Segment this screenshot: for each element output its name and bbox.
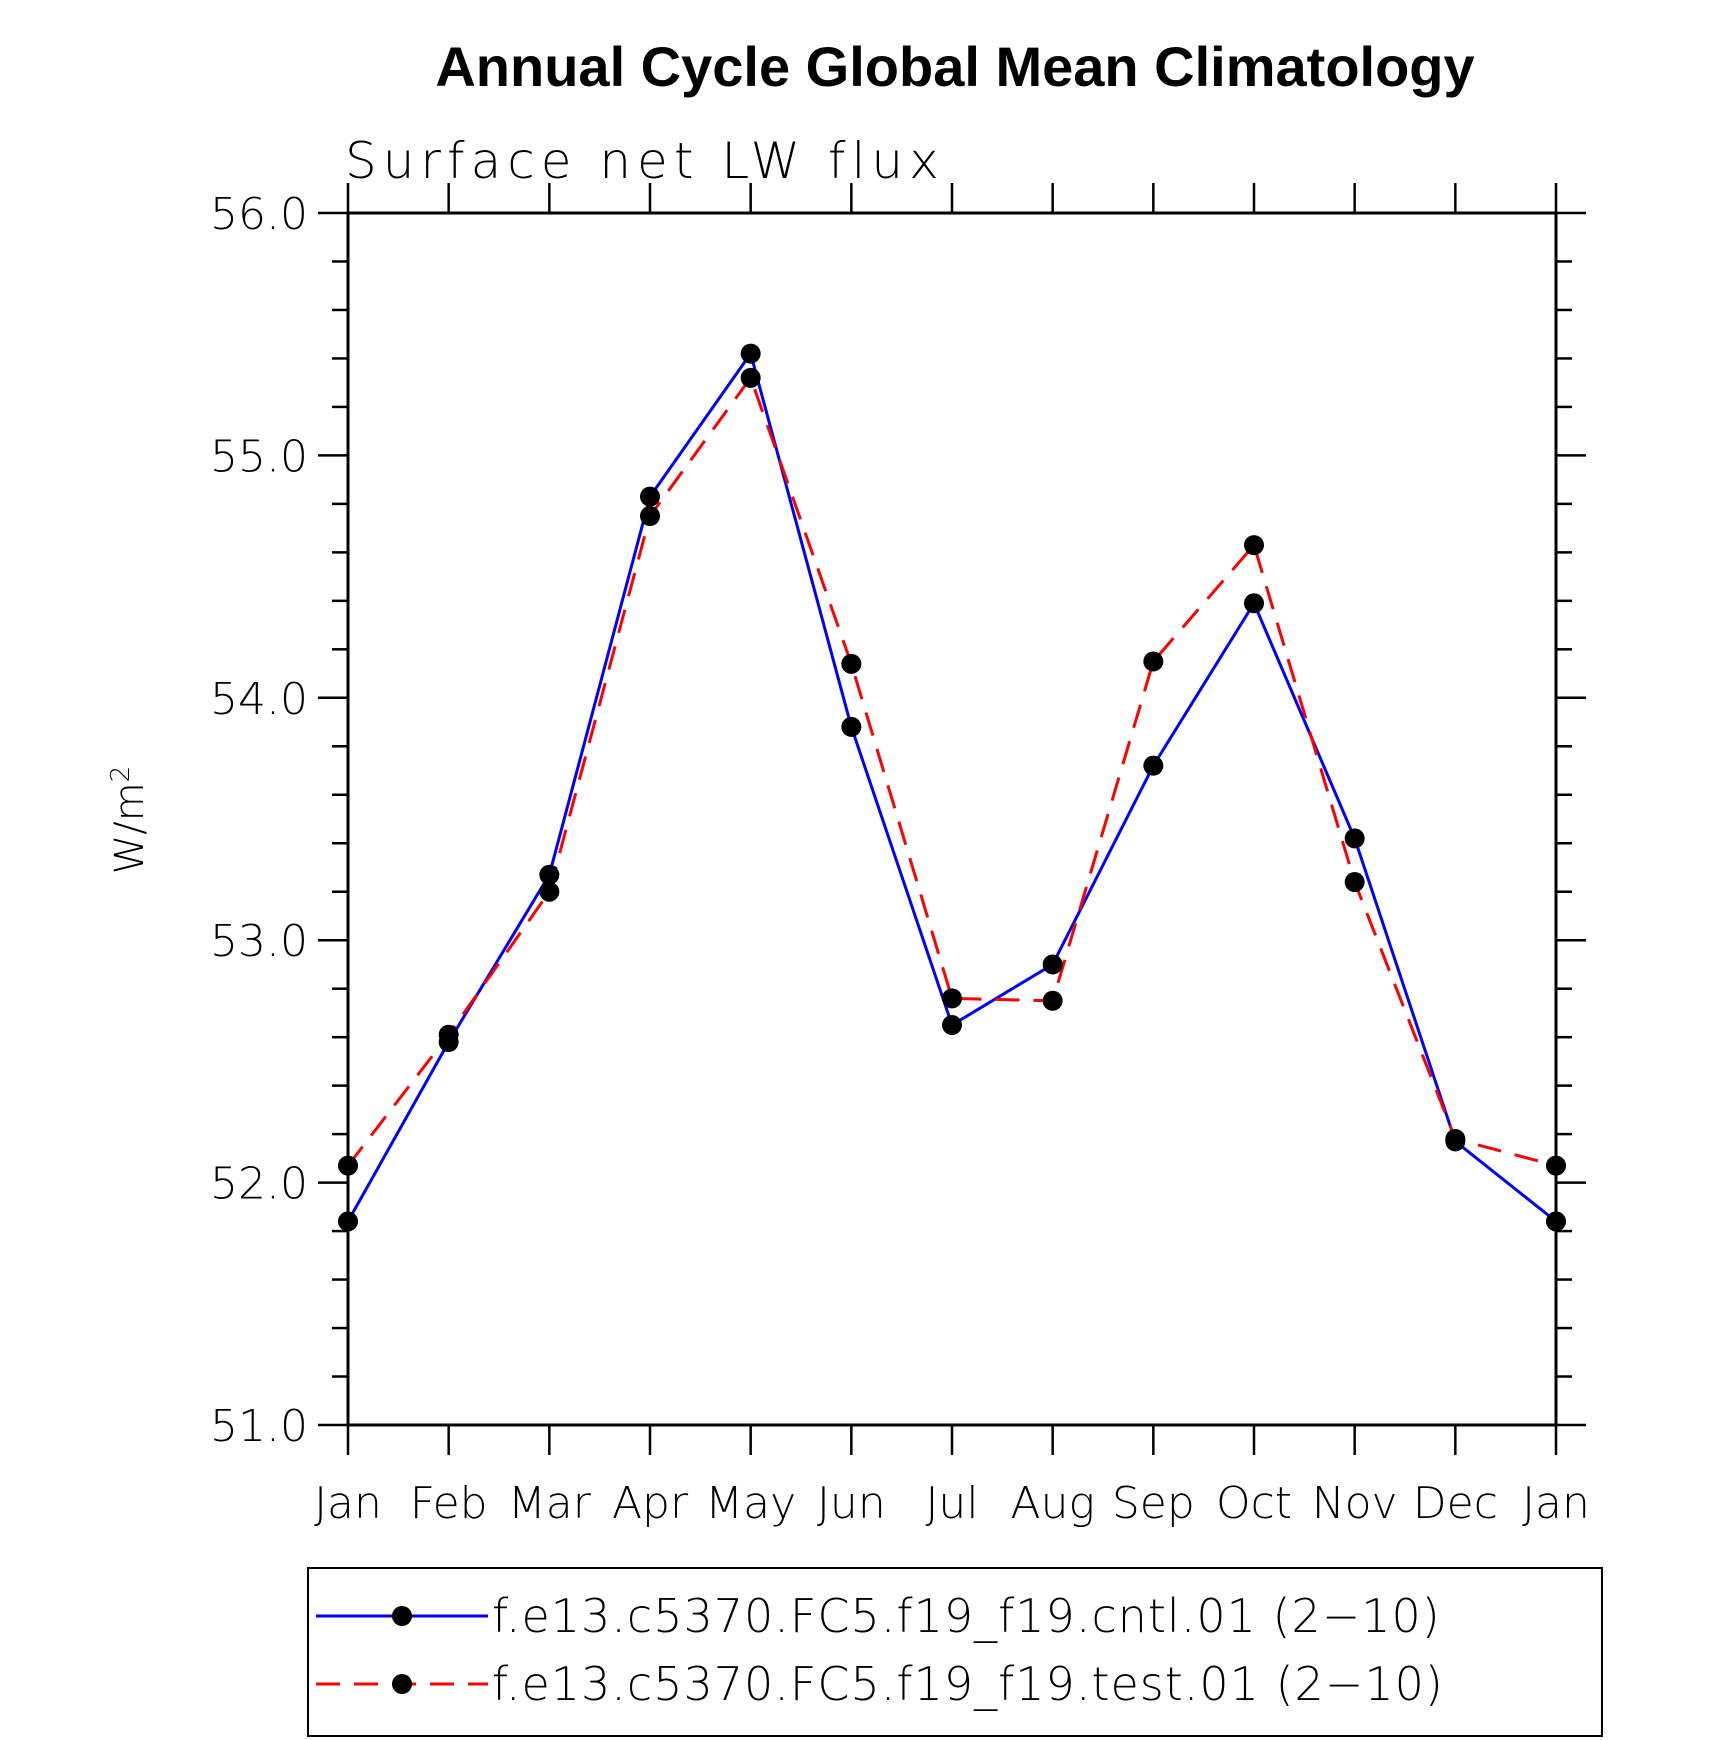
series-line-0 bbox=[346, 350, 1557, 1223]
data-point-series-0 bbox=[539, 864, 560, 885]
x-tick-label: Nov bbox=[1312, 1478, 1398, 1529]
x-tick-label: Jun bbox=[817, 1478, 886, 1529]
x-tick-label: May bbox=[705, 1478, 796, 1529]
y-axis-label-superscript: 2 bbox=[106, 766, 136, 783]
data-point-series-1 bbox=[942, 988, 962, 1009]
x-tick-label: Mar bbox=[508, 1478, 592, 1529]
legend-label-test: f.e13.c5370.FC5.f19_f19.test.01 (2−10) bbox=[492, 1657, 1444, 1711]
legend: f.e13.c5370.FC5.f19_f19.cntl.01 (2−10) f… bbox=[307, 1567, 1603, 1737]
data-point-series-1 bbox=[438, 1024, 459, 1045]
data-point-series-1 bbox=[539, 881, 560, 902]
x-axis: Jan Feb Mar Apr May Jun Jul Aug Sep Oct Nov Dec Jan bbox=[314, 183, 1590, 1529]
y-tick-label: 51.0 bbox=[210, 1401, 308, 1452]
y-tick-label: 56.0 bbox=[210, 189, 308, 240]
data-point-series-1 bbox=[640, 506, 660, 526]
legend-marker-test bbox=[392, 1674, 412, 1694]
data-point-series-0 bbox=[1244, 593, 1264, 614]
data-point-series-0 bbox=[1344, 828, 1365, 849]
x-tick-label: Jan bbox=[314, 1478, 382, 1529]
data-point-series-0 bbox=[640, 486, 660, 507]
x-tick-label: Apr bbox=[612, 1478, 689, 1529]
data-point-series-0 bbox=[942, 1015, 962, 1036]
data-point-series-1 bbox=[1445, 1128, 1466, 1149]
x-tick-label: Jul bbox=[925, 1478, 978, 1529]
data-point-series-0 bbox=[1546, 1211, 1566, 1232]
data-point-series-1 bbox=[1244, 535, 1264, 556]
series-line-1 bbox=[346, 374, 1557, 1168]
x-tick-label: Jan bbox=[1522, 1478, 1590, 1529]
data-point-series-1 bbox=[1042, 990, 1063, 1011]
data-point-series-1 bbox=[740, 367, 761, 388]
data-point-series-1 bbox=[1546, 1155, 1566, 1176]
y-tick-label: 53.0 bbox=[210, 916, 308, 967]
series-group bbox=[338, 343, 1566, 1232]
legend-label-cntl: f.e13.c5370.FC5.f19_f19.cntl.01 (2−10) bbox=[492, 1589, 1441, 1643]
x-tick-label: Sep bbox=[1112, 1478, 1195, 1529]
y-tick-label: 55.0 bbox=[210, 431, 308, 482]
legend-box bbox=[307, 1567, 1603, 1737]
data-point-series-1 bbox=[1143, 651, 1164, 672]
y-axis-label: W/m2 bbox=[106, 766, 153, 875]
data-point-series-1 bbox=[841, 653, 862, 674]
data-point-series-1 bbox=[338, 1155, 358, 1176]
plot-frame bbox=[346, 211, 1558, 1427]
data-point-series-0 bbox=[338, 1211, 358, 1232]
data-point-series-0 bbox=[841, 716, 862, 737]
y-tick-label: 52.0 bbox=[210, 1159, 308, 1210]
plot-border bbox=[346, 211, 1558, 1427]
x-tick-label: Aug bbox=[1010, 1478, 1094, 1529]
chart-subtitle: Surface net LW flux bbox=[345, 132, 945, 190]
data-point-series-0 bbox=[1042, 954, 1063, 975]
y-tick-label: 54.0 bbox=[210, 674, 308, 725]
x-tick-label: Oct bbox=[1216, 1478, 1292, 1529]
chart-title: Annual Cycle Global Mean Climatology bbox=[435, 35, 1474, 98]
data-point-series-0 bbox=[1143, 755, 1164, 776]
data-point-series-1 bbox=[1344, 872, 1365, 893]
y-axis: 51.0 52.0 53.0 54.0 55.0 56.0 bbox=[210, 189, 1586, 1452]
x-tick-label: Feb bbox=[410, 1478, 488, 1529]
data-point-series-0 bbox=[740, 343, 761, 364]
x-tick-label: Dec bbox=[1413, 1478, 1498, 1529]
legend-marker-cntl bbox=[392, 1606, 412, 1626]
